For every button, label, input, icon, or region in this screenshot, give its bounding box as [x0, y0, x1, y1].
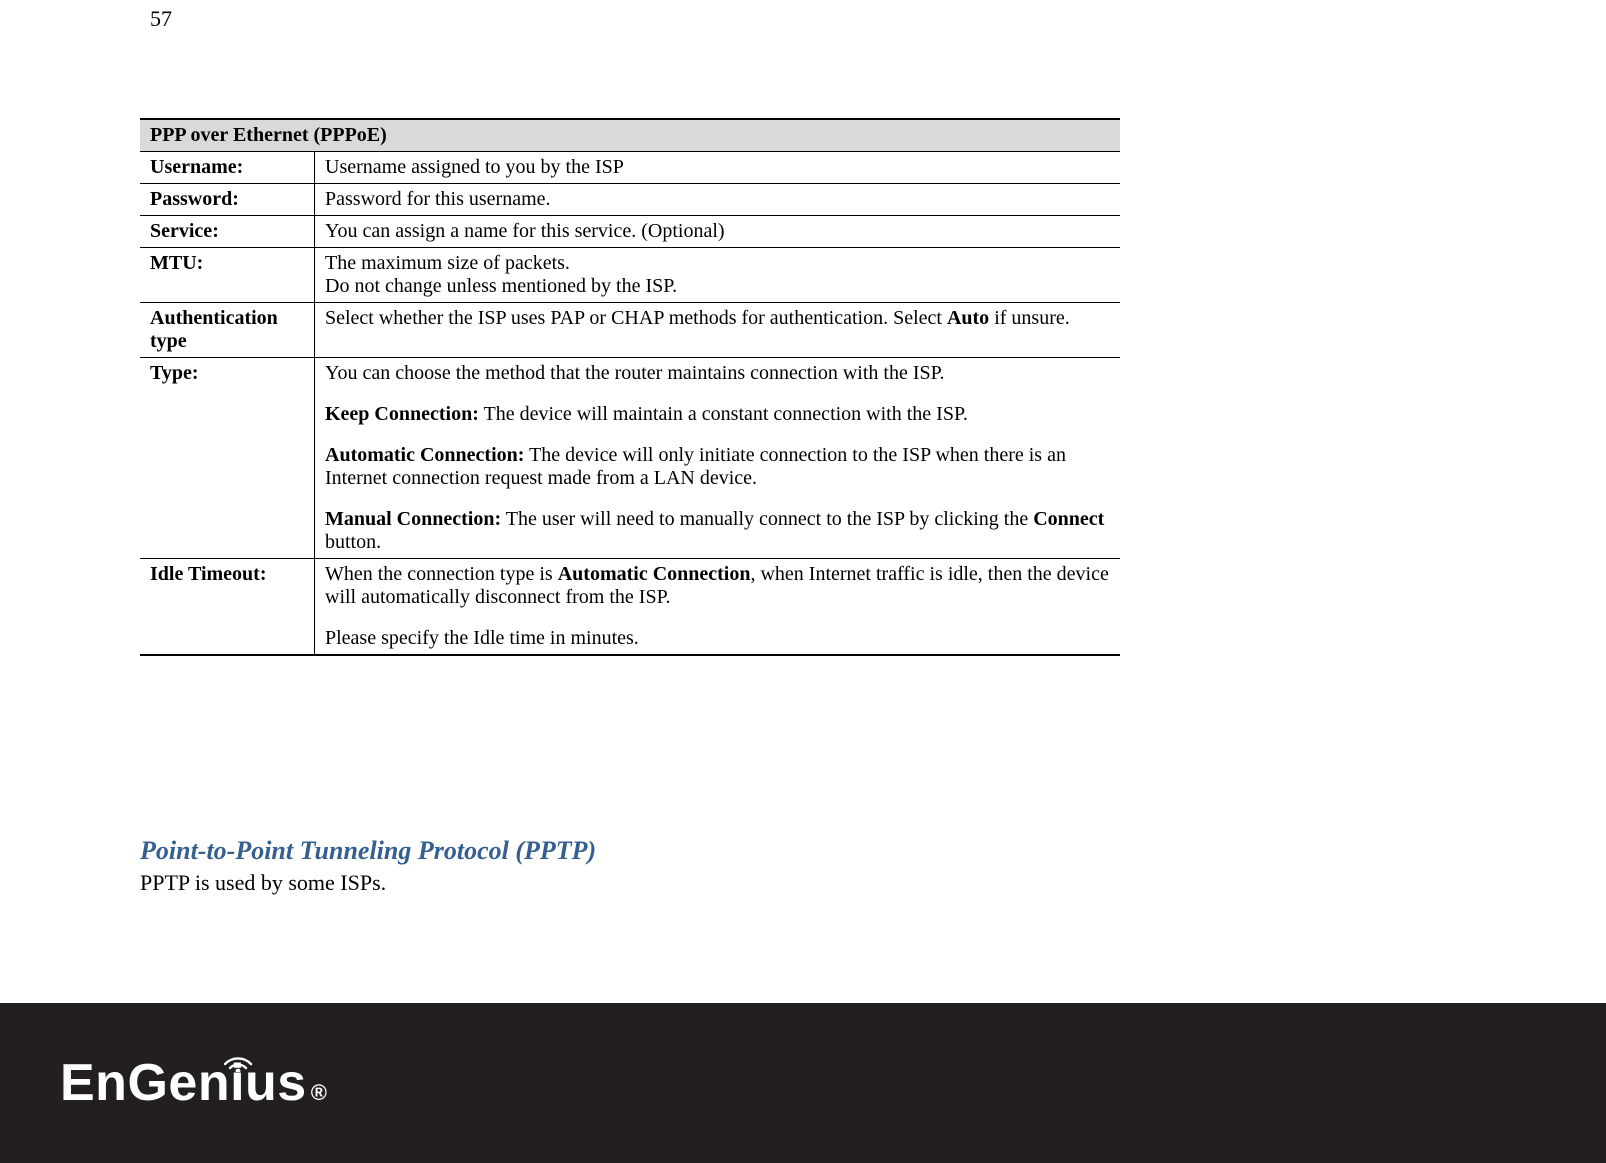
type-manual: Manual Connection: The user will need to… [325, 508, 1110, 554]
table-row: Idle Timeout: When the connection type i… [140, 559, 1120, 656]
page-number: 57 [150, 6, 172, 32]
wifi-icon [221, 1029, 255, 1081]
row-desc-auth: Select whether the ISP uses PAP or CHAP … [315, 303, 1121, 358]
idle-p1: When the connection type is Automatic Co… [325, 563, 1110, 609]
idle-p1-pre: When the connection type is [325, 563, 558, 585]
row-desc-service: You can assign a name for this service. … [315, 216, 1121, 248]
row-label-idle: Idle Timeout: [140, 559, 315, 656]
footer: EnGenius® [0, 1003, 1606, 1163]
idle-p2: Please specify the Idle time in minutes. [325, 627, 1110, 650]
idle-p1-bold: Automatic Connection [558, 563, 751, 585]
row-desc-mtu: The maximum size of packets. Do not chan… [315, 248, 1121, 303]
table-row: Authentication type Select whether the I… [140, 303, 1120, 358]
auth-bold: Auto [947, 307, 989, 329]
table-header-cell: PPP over Ethernet (PPPoE) [140, 119, 1120, 152]
type-auto-bold: Automatic Connection: [325, 444, 524, 466]
pptp-section: Point-to-Point Tunneling Protocol (PPTP)… [140, 836, 1120, 896]
row-label-type: Type: [140, 358, 315, 559]
type-intro: You can choose the method that the route… [325, 362, 1110, 385]
logo-part1: EnGen [60, 1057, 230, 1109]
mtu-line2: Do not change unless mentioned by the IS… [325, 275, 677, 297]
section-subtitle: PPTP is used by some ISPs. [140, 870, 1120, 896]
type-manual-bold: Manual Connection: [325, 508, 501, 530]
type-auto: Automatic Connection: The device will on… [325, 444, 1110, 490]
type-keep-bold: Keep Connection: [325, 403, 479, 425]
main-content: PPP over Ethernet (PPPoE) Username: User… [140, 118, 1120, 896]
type-manual-pre: The user will need to manually connect t… [501, 508, 1033, 530]
row-desc-idle: When the connection type is Automatic Co… [315, 559, 1121, 656]
auth-post: if unsure. [989, 307, 1070, 329]
type-manual-btn: Connect [1033, 508, 1104, 530]
row-label-auth: Authentication type [140, 303, 315, 358]
type-manual-post: button. [325, 531, 381, 553]
logo-reg: ® [311, 1082, 328, 1104]
type-keep-text: The device will maintain a constant conn… [479, 403, 968, 425]
row-desc-username: Username assigned to you by the ISP [315, 152, 1121, 184]
row-label-service: Service: [140, 216, 315, 248]
engenius-logo: EnGenius® [60, 1057, 327, 1109]
table-row: Service: You can assign a name for this … [140, 216, 1120, 248]
type-keep: Keep Connection: The device will maintai… [325, 403, 1110, 426]
section-title: Point-to-Point Tunneling Protocol (PPTP) [140, 836, 1120, 866]
mtu-line1: The maximum size of packets. [325, 252, 570, 274]
table-header-row: PPP over Ethernet (PPPoE) [140, 119, 1120, 152]
pppoe-table: PPP over Ethernet (PPPoE) Username: User… [140, 118, 1120, 656]
row-label-username: Username: [140, 152, 315, 184]
table-row: Username: Username assigned to you by th… [140, 152, 1120, 184]
row-desc-password: Password for this username. [315, 184, 1121, 216]
row-label-password: Password: [140, 184, 315, 216]
row-desc-type: You can choose the method that the route… [315, 358, 1121, 559]
row-label-mtu: MTU: [140, 248, 315, 303]
table-row: Password: Password for this username. [140, 184, 1120, 216]
table-row: MTU: The maximum size of packets. Do not… [140, 248, 1120, 303]
table-row: Type: You can choose the method that the… [140, 358, 1120, 559]
logo-i-wrap: i [230, 1057, 245, 1109]
auth-pre: Select whether the ISP uses PAP or CHAP … [325, 307, 947, 329]
